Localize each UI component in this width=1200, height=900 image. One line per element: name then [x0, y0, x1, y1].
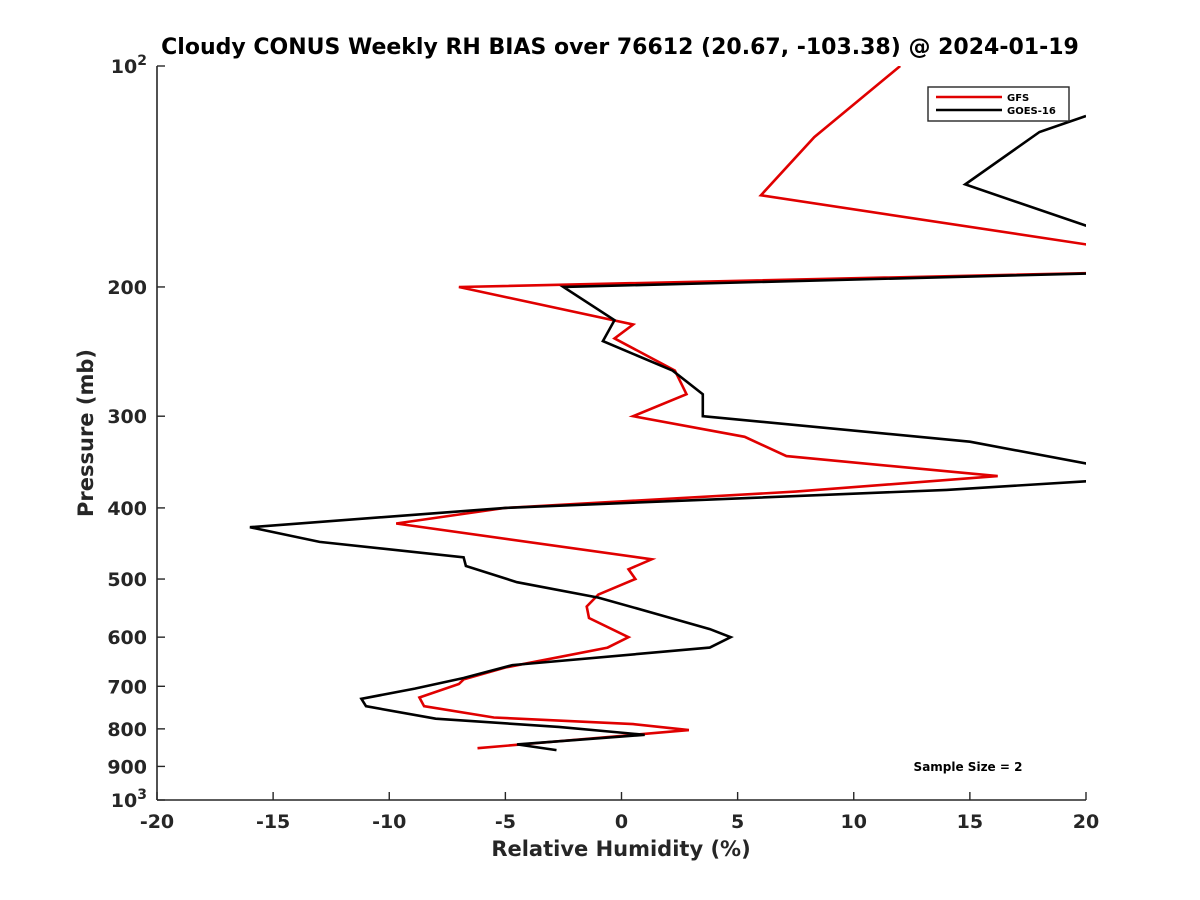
x-tick-label: 15	[957, 811, 983, 833]
x-tick-label: -15	[256, 811, 290, 833]
y-tick-label-power: 102	[111, 53, 147, 78]
y-axis-ticks: 200 300 400 500 600 700 800 900 102 103	[107, 53, 165, 812]
x-tick-label: 20	[1073, 811, 1099, 833]
x-axis-ticks: -20 -15 -10 -5 0 5 10 15 20	[140, 792, 1099, 833]
x-axis-label: Relative Humidity (%)	[491, 837, 750, 861]
y-tick-label: 500	[107, 569, 147, 591]
chart-title: Cloudy CONUS Weekly RH BIAS over 76612 (…	[161, 35, 1079, 60]
y-tick-label: 900	[107, 756, 147, 778]
y-tick-label: 300	[107, 406, 147, 428]
x-tick-label: -5	[495, 811, 516, 833]
x-tick-label: 10	[841, 811, 867, 833]
x-tick-label: -20	[140, 811, 174, 833]
y-tick-label: 400	[107, 498, 147, 520]
sample-size-annotation: Sample Size = 2	[914, 760, 1023, 774]
series-layer	[249, 66, 1086, 752]
legend-box	[927, 86, 1070, 122]
y-axis-label: Pressure (mb)	[74, 349, 98, 517]
series-line-goes-16	[249, 114, 1086, 752]
series-line-gfs	[396, 66, 1086, 750]
y-tick-label: 700	[107, 676, 147, 698]
legend: GFS GOES-16	[927, 86, 1070, 122]
y-tick-label: 200	[107, 277, 147, 299]
y-tick-label: 800	[107, 719, 147, 741]
x-tick-label: -10	[372, 811, 406, 833]
y-tick-label: 600	[107, 627, 147, 649]
x-tick-label: 5	[731, 811, 744, 833]
legend-label-gfs: GFS	[1007, 93, 1029, 104]
y-tick-label-power: 103	[111, 787, 147, 812]
x-tick-label: 0	[615, 811, 628, 833]
legend-label-goes-16: GOES-16	[1007, 106, 1056, 117]
